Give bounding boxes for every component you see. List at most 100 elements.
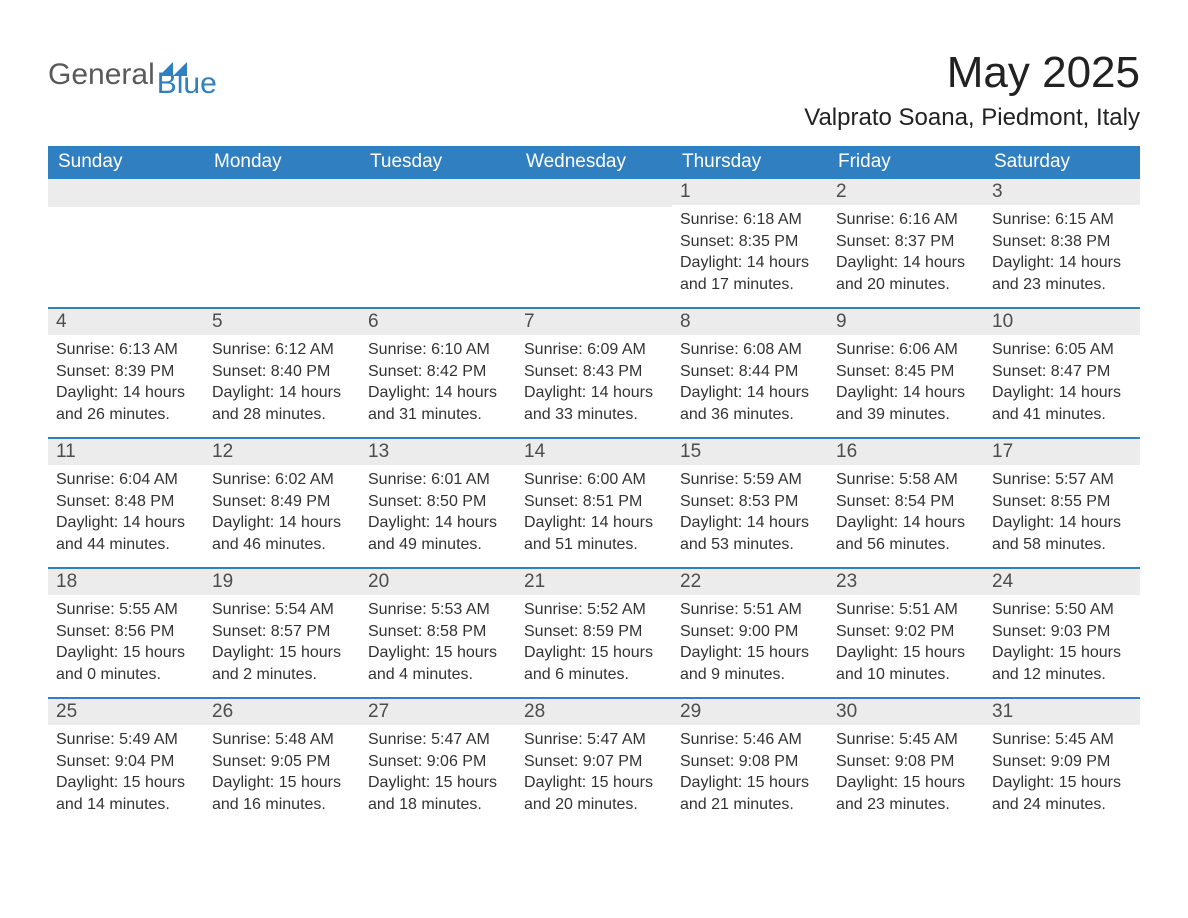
month-title: May 2025 — [804, 48, 1140, 98]
day-cell: 17 Sunrise: 5:57 AMSunset: 8:55 PMDayligh… — [984, 439, 1140, 567]
day-cell: 28Sunrise: 5:47 AMSunset: 9:07 PMDayligh… — [516, 699, 672, 827]
sunset-line: Sunset: 8:47 PM — [992, 361, 1132, 383]
daylight-line: Daylight: 14 hours and 26 minutes. — [56, 382, 196, 425]
sunrise-line: Sunrise: 5:53 AM — [368, 599, 508, 621]
sunset-line: Sunset: 9:03 PM — [992, 621, 1132, 643]
day-cell: 2Sunrise: 6:16 AMSunset: 8:37 PMDaylight… — [828, 179, 984, 307]
day-cell: 19Sunrise: 5:54 AMSunset: 8:57 PMDayligh… — [204, 569, 360, 697]
day-body: Sunrise: 6:08 AMSunset: 8:44 PMDaylight:… — [672, 335, 828, 433]
sunset-line: Sunset: 8:55 PM — [992, 491, 1132, 513]
brand-blue: Blue — [157, 72, 217, 96]
daylight-line: Daylight: 15 hours and 14 minutes. — [56, 772, 196, 815]
week-row: 25Sunrise: 5:49 AMSunset: 9:04 PMDayligh… — [48, 697, 1140, 827]
daylight-line: Daylight: 14 hours and 53 minutes. — [680, 512, 820, 555]
sunset-line: Sunset: 8:49 PM — [212, 491, 352, 513]
sunset-line: Sunset: 8:37 PM — [836, 231, 976, 253]
day-number: 21 — [516, 569, 672, 595]
day-body: Sunrise: 6:13 AMSunset: 8:39 PMDaylight:… — [48, 335, 204, 433]
daylight-line: Daylight: 15 hours and 16 minutes. — [212, 772, 352, 815]
brand-logo: General Blue — [48, 48, 217, 96]
sunrise-line: Sunrise: 5:47 AM — [524, 729, 664, 751]
daylight-line: Daylight: 15 hours and 21 minutes. — [680, 772, 820, 815]
weekday-header: Thursday — [672, 146, 828, 179]
day-body: Sunrise: 6:02 AMSunset: 8:49 PMDaylight:… — [204, 465, 360, 563]
day-body: Sunrise: 5:47 AMSunset: 9:07 PMDaylight:… — [516, 725, 672, 823]
weekday-header: Saturday — [984, 146, 1140, 179]
brand-blue-wrap: Blue — [157, 60, 217, 96]
daylight-line: Daylight: 14 hours and 58 minutes. — [992, 512, 1132, 555]
sunrise-line: Sunrise: 6:00 AM — [524, 469, 664, 491]
day-cell: 7Sunrise: 6:09 AMSunset: 8:43 PMDaylight… — [516, 309, 672, 437]
sunrise-line: Sunrise: 5:58 AM — [836, 469, 976, 491]
weekday-header-row: Sunday Monday Tuesday Wednesday Thursday… — [48, 146, 1140, 179]
daylight-line: Daylight: 15 hours and 4 minutes. — [368, 642, 508, 685]
day-cell: 16Sunrise: 5:58 AMSunset: 8:54 PMDayligh… — [828, 439, 984, 567]
daylight-line: Daylight: 15 hours and 2 minutes. — [212, 642, 352, 685]
day-number: 24 — [984, 569, 1140, 595]
day-cell: 5Sunrise: 6:12 AMSunset: 8:40 PMDaylight… — [204, 309, 360, 437]
day-body: Sunrise: 5:53 AMSunset: 8:58 PMDaylight:… — [360, 595, 516, 693]
sunset-line: Sunset: 9:07 PM — [524, 751, 664, 773]
sunrise-line: Sunrise: 6:13 AM — [56, 339, 196, 361]
daylight-line: Daylight: 15 hours and 20 minutes. — [524, 772, 664, 815]
day-cell: 14Sunrise: 6:00 AMSunset: 8:51 PMDayligh… — [516, 439, 672, 567]
day-number: 3 — [984, 179, 1140, 205]
empty-day-header — [516, 179, 672, 207]
daylight-line: Daylight: 15 hours and 9 minutes. — [680, 642, 820, 685]
daylight-line: Daylight: 14 hours and 44 minutes. — [56, 512, 196, 555]
calendar: Sunday Monday Tuesday Wednesday Thursday… — [48, 146, 1140, 827]
week-row: 18Sunrise: 5:55 AMSunset: 8:56 PMDayligh… — [48, 567, 1140, 697]
daylight-line: Daylight: 15 hours and 24 minutes. — [992, 772, 1132, 815]
sunset-line: Sunset: 8:51 PM — [524, 491, 664, 513]
day-cell: 10Sunrise: 6:05 AMSunset: 8:47 PMDayligh… — [984, 309, 1140, 437]
day-body: Sunrise: 6:16 AMSunset: 8:37 PMDaylight:… — [828, 205, 984, 303]
day-cell: 25Sunrise: 5:49 AMSunset: 9:04 PMDayligh… — [48, 699, 204, 827]
daylight-line: Daylight: 15 hours and 23 minutes. — [836, 772, 976, 815]
day-number: 10 — [984, 309, 1140, 335]
day-cell: 29Sunrise: 5:46 AMSunset: 9:08 PMDayligh… — [672, 699, 828, 827]
day-body: Sunrise: 6:00 AMSunset: 8:51 PMDaylight:… — [516, 465, 672, 563]
sunrise-line: Sunrise: 6:06 AM — [836, 339, 976, 361]
day-cell: 6Sunrise: 6:10 AMSunset: 8:42 PMDaylight… — [360, 309, 516, 437]
day-number: 1 — [672, 179, 828, 205]
week-row: 11Sunrise: 6:04 AMSunset: 8:48 PMDayligh… — [48, 437, 1140, 567]
day-number: 23 — [828, 569, 984, 595]
sunset-line: Sunset: 8:45 PM — [836, 361, 976, 383]
sunrise-line: Sunrise: 6:18 AM — [680, 209, 820, 231]
sunset-line: Sunset: 9:09 PM — [992, 751, 1132, 773]
sunrise-line: Sunrise: 5:54 AM — [212, 599, 352, 621]
day-body: Sunrise: 6:12 AMSunset: 8:40 PMDaylight:… — [204, 335, 360, 433]
day-number: 12 — [204, 439, 360, 465]
sunrise-line: Sunrise: 5:50 AM — [992, 599, 1132, 621]
day-body: Sunrise: 6:18 AMSunset: 8:35 PMDaylight:… — [672, 205, 828, 303]
day-body: Sunrise: 5:49 AMSunset: 9:04 PMDaylight:… — [48, 725, 204, 823]
day-body: Sunrise: 5:45 AMSunset: 9:08 PMDaylight:… — [828, 725, 984, 823]
day-cell: 26Sunrise: 5:48 AMSunset: 9:05 PMDayligh… — [204, 699, 360, 827]
day-number: 20 — [360, 569, 516, 595]
daylight-line: Daylight: 14 hours and 39 minutes. — [836, 382, 976, 425]
day-body: Sunrise: 5:47 AMSunset: 9:06 PMDaylight:… — [360, 725, 516, 823]
day-cell: 21Sunrise: 5:52 AMSunset: 8:59 PMDayligh… — [516, 569, 672, 697]
day-body: Sunrise: 5:55 AMSunset: 8:56 PMDaylight:… — [48, 595, 204, 693]
empty-day-header — [360, 179, 516, 207]
day-number: 17 — [984, 439, 1140, 465]
sunrise-line: Sunrise: 5:51 AM — [836, 599, 976, 621]
sunrise-line: Sunrise: 5:57 AM — [992, 469, 1132, 491]
empty-day-header — [204, 179, 360, 207]
daylight-line: Daylight: 14 hours and 56 minutes. — [836, 512, 976, 555]
day-cell: 24Sunrise: 5:50 AMSunset: 9:03 PMDayligh… — [984, 569, 1140, 697]
sunrise-line: Sunrise: 5:47 AM — [368, 729, 508, 751]
daylight-line: Daylight: 14 hours and 33 minutes. — [524, 382, 664, 425]
day-body: Sunrise: 5:48 AMSunset: 9:05 PMDaylight:… — [204, 725, 360, 823]
day-number: 2 — [828, 179, 984, 205]
day-number: 13 — [360, 439, 516, 465]
day-body: Sunrise: 6:01 AMSunset: 8:50 PMDaylight:… — [360, 465, 516, 563]
day-body: Sunrise: 6:06 AMSunset: 8:45 PMDaylight:… — [828, 335, 984, 433]
sunset-line: Sunset: 9:08 PM — [836, 751, 976, 773]
weekday-header: Monday — [204, 146, 360, 179]
day-body: Sunrise: 5:54 AMSunset: 8:57 PMDaylight:… — [204, 595, 360, 693]
day-cell — [516, 179, 672, 307]
sunrise-line: Sunrise: 6:08 AM — [680, 339, 820, 361]
day-body: Sunrise: 6:09 AMSunset: 8:43 PMDaylight:… — [516, 335, 672, 433]
sunset-line: Sunset: 8:43 PM — [524, 361, 664, 383]
